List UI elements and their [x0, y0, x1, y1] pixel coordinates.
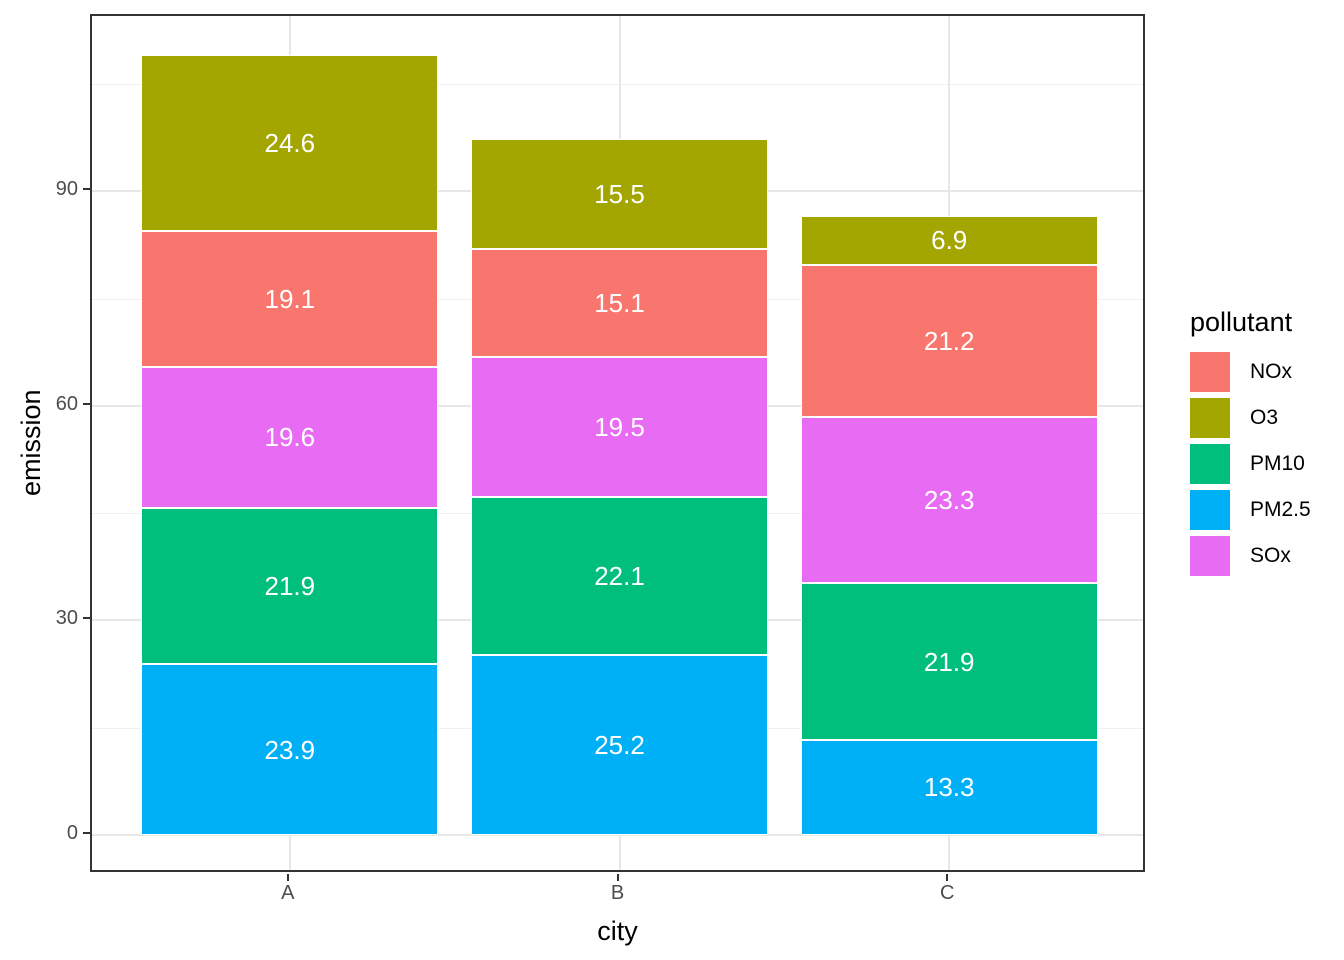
legend-label: SOx [1250, 544, 1291, 567]
legend-swatch-sox [1190, 536, 1230, 576]
bar-value-label: 19.5 [594, 412, 645, 443]
bar-value-label: 19.6 [264, 422, 316, 453]
y-major-gridline [92, 833, 1143, 836]
bar-segment-pm25-city-c [800, 739, 1098, 835]
x-tick-mark [616, 874, 619, 881]
bar-segment-o3-city-a [141, 54, 439, 231]
x-tick-label: B [610, 882, 625, 904]
legend-label: PM10 [1250, 452, 1305, 475]
bar-segment-pm10-city-b [471, 496, 768, 655]
bar-value-label: 21.2 [923, 325, 975, 356]
y-tick-mark [83, 188, 90, 191]
legend-swatch-nox [1190, 352, 1230, 392]
x-tick-label: C [939, 882, 955, 904]
plot-panel: 23.9 21.9 19.6 19.1 24.6 25.2 22.1 19.5 15.1 15.5… [90, 14, 1145, 872]
x-axis-title: city [597, 916, 638, 946]
y-tick-mark [83, 402, 90, 405]
bar-value-label: 23.3 [923, 485, 975, 516]
legend-title: pollutant [1190, 307, 1293, 337]
bar-value-label: 15.5 [594, 178, 645, 209]
bar-segment-pm10-city-c [800, 583, 1098, 740]
bar-segment-pm25-city-b [471, 654, 768, 835]
bar-segment-o3-city-c [800, 215, 1098, 266]
legend-swatch-pm10 [1190, 444, 1230, 484]
x-tick-label: A [281, 882, 295, 904]
y-axis-title: emission [16, 389, 46, 497]
bar-value-label: 24.6 [264, 127, 316, 158]
legend-swatch-pm25 [1190, 490, 1230, 530]
bar-segment-pm10-city-a [141, 507, 439, 665]
bar-value-label: 25.2 [594, 729, 645, 760]
y-tick-mark [83, 831, 90, 834]
y-tick-label: 30 [55, 607, 78, 630]
bar-value-label: 13.3 [923, 772, 975, 803]
bar-value-label: 22.1 [594, 560, 645, 591]
y-minor-gridline [92, 84, 1143, 86]
bar-segment-nox-city-c [800, 265, 1098, 417]
bar-segment-nox-city-b [471, 249, 768, 358]
y-tick-label: 90 [55, 178, 78, 201]
legend-label: NOx [1250, 360, 1292, 383]
bar-segment-sox-city-a [141, 367, 439, 508]
legend-label: PM2.5 [1250, 498, 1311, 521]
bar-segment-pm25-city-a [141, 664, 439, 835]
bar-value-label: 15.1 [594, 288, 645, 319]
bar-value-label: 21.9 [264, 570, 316, 601]
bar-value-label: 21.9 [923, 646, 975, 677]
bar-segment-nox-city-a [141, 230, 439, 368]
x-tick-mark [286, 874, 289, 881]
bar-segment-sox-city-b [471, 357, 768, 497]
x-tick-mark [946, 874, 949, 881]
legend-label: O3 [1250, 406, 1279, 429]
legend-swatch-o3 [1190, 398, 1230, 438]
y-tick-label: 60 [55, 392, 78, 415]
y-tick-mark [83, 617, 90, 620]
bar-segment-sox-city-c [800, 416, 1098, 584]
y-tick-label: 0 [66, 821, 78, 844]
bar-segment-o3-city-b [471, 138, 768, 250]
bar-value-label: 6.9 [931, 225, 968, 256]
bar-value-label: 23.9 [264, 734, 316, 765]
bar-value-label: 19.1 [264, 284, 316, 315]
